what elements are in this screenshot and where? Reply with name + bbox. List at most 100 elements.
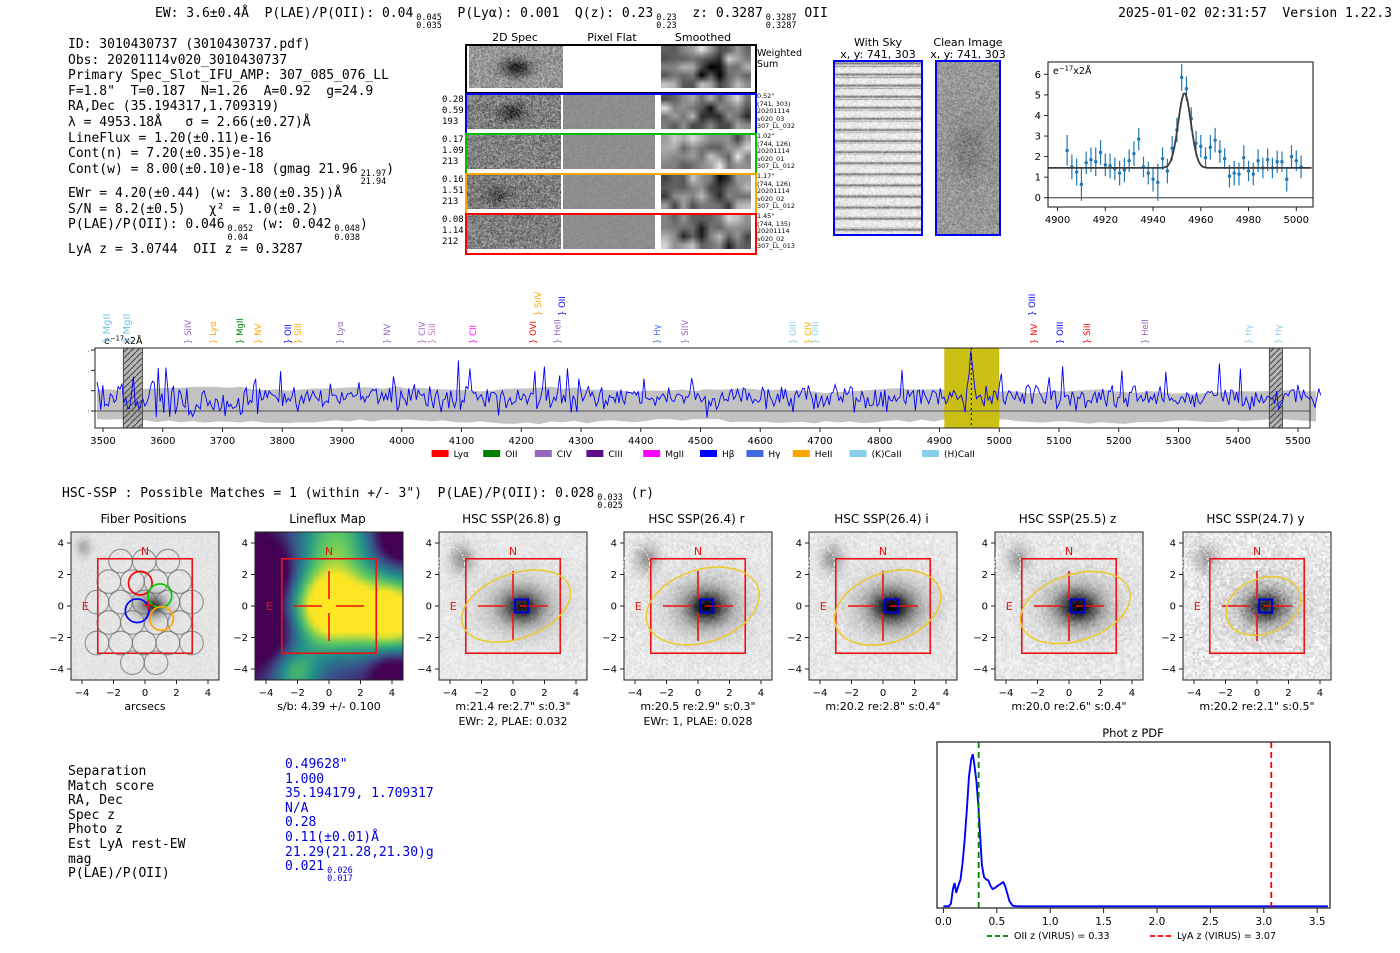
svg-text:4: 4	[573, 688, 579, 699]
spec2d-row-1-left-labels: 0.17 1.09 213	[442, 135, 464, 167]
svg-text:4: 4	[796, 539, 802, 550]
photz-pdf-plot: Phot z PDF 0.0 0.5 1.0 1.5 2.0 2.5 3.0 3.5 OII z …	[935, 726, 1331, 942]
line-fit-plot: 4900 4920 4940 4960 4980 5000 0 1 2 3 4 5 6 e−17x2Å	[1035, 61, 1314, 226]
line-label-SiIV: } SiIV	[534, 292, 544, 316]
spec2d-weighted-2d-image	[469, 46, 563, 88]
sup-sub-value: 0.048 0.038	[334, 224, 361, 243]
svg-text:2: 2	[242, 570, 248, 581]
svg-text:4600: 4600	[748, 436, 773, 447]
match-table-value: 0.11(±0.01)Å	[285, 829, 379, 845]
spec2d-header-2dspec: 2D Spec	[492, 31, 538, 44]
svg-text:−4: −4	[49, 664, 64, 675]
info-line-6: LineFlux = 1.20(±0.11)e-16	[68, 130, 272, 146]
cutout-image	[1183, 532, 1331, 680]
match-table-value: 1.000	[285, 771, 325, 787]
line-label-NV: } NV	[383, 324, 393, 344]
withsky-coords: x, y: 741, 303	[840, 48, 916, 61]
line-label-OVI: } OVI	[529, 321, 539, 344]
cutout-overlay: −4 −4 −2 −2 0 0 2 2 4 4 N Em:20.2 re:2.8" s:0.4"	[787, 531, 958, 713]
svg-text:4300: 4300	[568, 436, 593, 447]
spec2d-row-1	[465, 133, 757, 175]
svg-text:−2: −2	[1218, 688, 1233, 699]
photz-legend: OII z (VIRUS) = 0.33 LyA z (VIRUS) = 3.07	[987, 931, 1276, 942]
svg-text:4: 4	[611, 539, 617, 550]
svg-text:N: N	[879, 545, 887, 558]
spec2d-row-2-s2-image	[563, 175, 655, 209]
svg-text:−4: −4	[1161, 664, 1176, 675]
svg-text:4: 4	[205, 688, 211, 699]
line-label-Lyα: } Lyα	[336, 321, 346, 344]
svg-text:5500: 5500	[1285, 436, 1310, 447]
svg-text:4: 4	[426, 539, 432, 550]
svg-text:5: 5	[1035, 90, 1041, 101]
cutout-xlabel: m:20.2 re:2.1" s:0.5"	[1199, 700, 1314, 713]
svg-text:−4: −4	[1187, 688, 1202, 699]
sup-sub-value: 0.026 0.017	[327, 866, 353, 885]
cleanimage-image	[937, 62, 999, 234]
cutout-image	[809, 532, 957, 680]
info-line-10: S/N = 8.2(±0.5) χ² = 1.0(±0.2)	[68, 201, 319, 217]
line-label-CIV: } CIV	[804, 321, 814, 344]
svg-text:1.0: 1.0	[1042, 916, 1059, 928]
svg-text:−2: −2	[844, 688, 859, 699]
line-label-HeII: } HeII	[1141, 319, 1151, 344]
svg-text:(H)CaII: (H)CaII	[944, 450, 975, 460]
svg-text:0: 0	[1254, 688, 1260, 699]
svg-text:2: 2	[1285, 688, 1291, 699]
svg-text:4960: 4960	[1188, 215, 1213, 226]
svg-text:CIV: CIV	[557, 450, 573, 460]
cutout-xlabel: arcsecs	[124, 700, 166, 713]
svg-text:N: N	[141, 545, 149, 558]
line-label-Hγ: } Hγ	[1244, 324, 1254, 344]
spec2d-row-0-right-labels: 0.52" (741, 303) 20201114 v020_03 307_LL_032	[757, 92, 795, 131]
spec2d-row-0-left-labels: 0.28 0.59 193	[442, 95, 464, 127]
svg-text:4: 4	[1170, 539, 1176, 550]
svg-text:4: 4	[943, 688, 949, 699]
sup-sub-value: 0.045 0.035	[416, 13, 442, 32]
spec2d-row-2-right-labels: 1.17" (744, 126) 20201114 v020_02 307_LL_012	[757, 172, 795, 211]
svg-text:E: E	[266, 600, 273, 613]
cutout-title: Lineflux Map	[289, 512, 366, 526]
spec2d-weighted-sum-row	[465, 44, 757, 94]
match-table-label: Photo z	[68, 822, 123, 838]
svg-text:−4: −4	[813, 688, 828, 699]
line-label-SiIV: } SiIV	[184, 320, 194, 344]
cutout-image	[995, 532, 1143, 680]
info-line-7: Cont(n) = 7.20(±0.35)e-18	[68, 146, 264, 162]
svg-text:N: N	[1253, 545, 1261, 558]
svg-text:HeII: HeII	[815, 450, 833, 460]
cleanimage-title: Clean Image	[933, 36, 1003, 49]
svg-text:4: 4	[758, 688, 764, 699]
svg-text:LyA z (VIRUS) = 3.07: LyA z (VIRUS) = 3.07	[1177, 931, 1276, 942]
info-line-3: F=1.8" T=0.187 N=1.26 A=0.92 g=24.9	[68, 83, 374, 99]
line-label-Hγ: } Hγ	[1274, 324, 1284, 344]
svg-text:−2: −2	[1030, 688, 1045, 699]
svg-text:4: 4	[242, 539, 248, 550]
svg-text:4: 4	[88, 366, 89, 377]
cutout-xlabel: m:20.5 re:2.9" s:0.3"	[640, 700, 755, 713]
svg-text:4: 4	[1129, 688, 1135, 699]
line-label-OII: } OII	[284, 324, 294, 344]
svg-text:−2: −2	[659, 688, 674, 699]
svg-text:N: N	[1065, 545, 1073, 558]
spec2d-row-0-s1-image	[467, 95, 561, 129]
spec2d-row-3-s2-image	[563, 215, 655, 249]
svg-text:4: 4	[982, 539, 988, 550]
line-label-Hγ: } Hγ	[653, 324, 663, 344]
hsc-matches-line: HSC-SSP : Possible Matches = 1 (within +…	[62, 486, 655, 512]
line-label-NV: } NV	[1030, 324, 1040, 344]
sup-sub-value: 21.97 21.94	[360, 168, 387, 187]
svg-text:−4: −4	[973, 664, 988, 675]
flux-units-annotation: e−17x2Å	[104, 335, 143, 348]
spec2d-header-smoothed: Smoothed	[674, 31, 732, 44]
svg-text:0: 0	[982, 602, 988, 613]
cutout-title: HSC SSP(26.8) g	[462, 512, 561, 526]
svg-text:0.5: 0.5	[988, 916, 1005, 928]
svg-text:4980: 4980	[1236, 215, 1261, 226]
svg-text:3800: 3800	[270, 436, 295, 447]
svg-text:−4: −4	[602, 664, 617, 675]
info-line-4: RA,Dec (35.194317,1.709319)	[68, 99, 280, 115]
match-table-value: 21.29(21.28,21.30)g	[285, 844, 434, 860]
cutout-xlabel: m:20.2 re:2.8" s:0.4"	[825, 700, 940, 713]
line-label-SiIV: } SiIV	[681, 320, 691, 344]
